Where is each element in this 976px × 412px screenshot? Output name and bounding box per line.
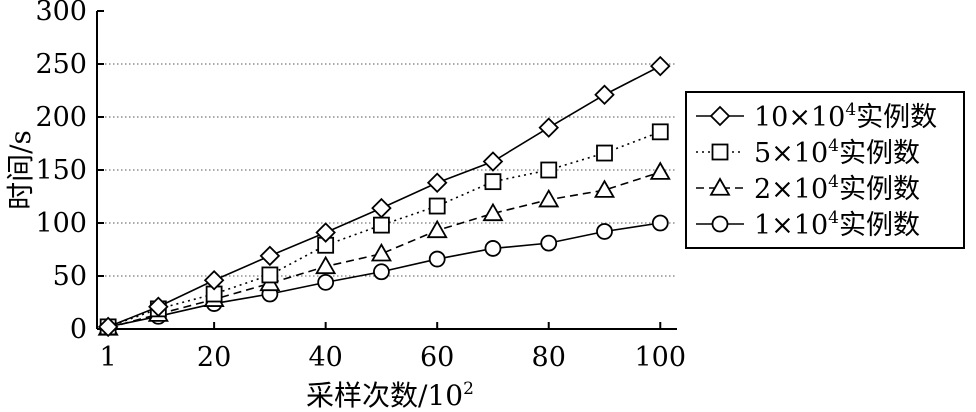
diamond-marker [649, 55, 671, 77]
x-tick-label: 100 [634, 342, 686, 373]
square-marker [373, 216, 390, 234]
legend-label-exponent: 4 [845, 100, 856, 120]
triangle-marker [482, 202, 504, 222]
square-marker [651, 123, 669, 141]
triangle-marker [593, 179, 616, 198]
diamond-marker [371, 197, 392, 219]
y-tick-label: 50 [53, 261, 87, 292]
legend-label-suffix: 实例数 [856, 102, 937, 133]
x-tick-label: 80 [532, 342, 566, 373]
legend-label-base: 2×10 [754, 174, 828, 205]
ticks: 0 50 100 150 200 250 300 1 20 40 60 80 100 [35, 0, 686, 373]
diamond-marker [426, 172, 448, 193]
legend-label: 1×104实例数 [754, 208, 920, 241]
legend-label-exponent: 4 [828, 172, 839, 192]
series-triangle [97, 161, 671, 336]
circle-marker [373, 263, 390, 281]
triangle-marker [538, 188, 560, 208]
legend-label: 10×104实例数 [754, 100, 937, 133]
square-marker [596, 144, 613, 162]
circle-marker [317, 273, 335, 291]
series-line [107, 65, 661, 328]
x-tick-label: 1 [100, 342, 117, 373]
x-axis-title-exponent: 2 [463, 379, 474, 399]
square-marker [540, 161, 558, 179]
legend-label: 2×104实例数 [754, 172, 920, 205]
legend-label-suffix: 实例数 [839, 210, 920, 241]
x-tick-label: 20 [197, 342, 231, 373]
diamond-marker [594, 84, 615, 106]
triangle-marker [426, 219, 448, 239]
series-square [99, 123, 669, 336]
legend-label-base: 1×10 [754, 210, 828, 241]
legend-entry: 1×104实例数 [696, 208, 920, 241]
legend-label-base: 10×10 [754, 102, 845, 133]
square-marker [428, 197, 446, 215]
legend-entry: 10×104实例数 [696, 100, 937, 133]
square-marker [711, 143, 729, 161]
diamond-marker [97, 316, 119, 338]
legend-label-exponent: 4 [828, 136, 839, 156]
square-marker [261, 266, 279, 284]
y-tick-label: 200 [35, 102, 87, 133]
grid [97, 63, 677, 277]
series-diamond [97, 55, 671, 338]
diamond-marker [315, 222, 336, 243]
y-axis-title: 时间/s [4, 130, 37, 210]
diamond-marker [482, 151, 504, 172]
y-tick-label: 300 [35, 0, 87, 27]
triangle-marker [709, 177, 731, 196]
x-tick-label: 60 [420, 342, 454, 373]
triangle-marker [370, 242, 392, 262]
x-axis-title-text: 采样次数/10 [306, 379, 463, 412]
diamond-marker [538, 117, 560, 138]
circle-marker [711, 215, 729, 233]
triangle-marker [315, 255, 337, 275]
legend-entry: 5×104实例数 [696, 136, 920, 169]
circle-marker [484, 240, 502, 257]
legend-label-base: 5×10 [754, 138, 828, 169]
legend-label: 5×104实例数 [754, 136, 920, 169]
triangle-marker [649, 161, 671, 180]
square-marker [484, 173, 502, 191]
x-tick-label: 40 [308, 342, 342, 373]
circle-marker [428, 250, 446, 268]
y-tick-label: 150 [35, 155, 87, 186]
y-tick-label: 100 [35, 208, 87, 239]
series-line [107, 131, 661, 328]
circle-marker [651, 214, 669, 232]
legend-label-exponent: 4 [828, 208, 839, 228]
legend-box [685, 91, 965, 249]
diamond-marker [203, 269, 225, 291]
legend-label-suffix: 实例数 [839, 174, 920, 205]
diamond-marker [709, 105, 731, 127]
y-tick-label: 0 [70, 314, 87, 345]
diamond-marker [148, 296, 169, 318]
legend-label-suffix: 实例数 [839, 138, 920, 169]
x-axis-title: 采样次数/102 [306, 379, 474, 412]
diamond-marker [259, 245, 281, 267]
legend-entry: 2×104实例数 [696, 172, 920, 205]
circle-marker [540, 234, 558, 252]
circle-marker [596, 223, 613, 240]
series-group [97, 55, 671, 338]
y-tick-label: 250 [35, 49, 87, 80]
